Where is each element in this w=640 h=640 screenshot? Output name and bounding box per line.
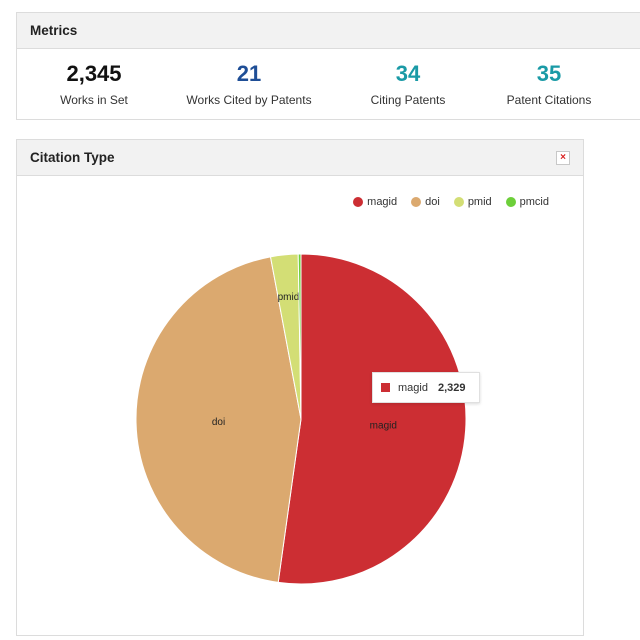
metric-patent-citations[interactable]: 35 Patent Citations — [469, 61, 629, 107]
citation-type-panel: Citation Type × magid doi pmid pmcid magid d… — [16, 139, 584, 636]
metric-value[interactable]: 34 — [328, 61, 488, 87]
metric-value[interactable]: 35 — [469, 61, 629, 87]
metric-label: Citing Patents — [328, 93, 488, 107]
metrics-title: Metrics — [30, 23, 77, 38]
metric-value: 2,345 — [14, 61, 174, 87]
tooltip-value: 2,329 — [438, 382, 466, 394]
metric-citing-patents[interactable]: 34 Citing Patents — [328, 61, 488, 107]
slice-label-pmid: pmid — [278, 292, 300, 303]
metrics-row: 2,345 Works in Set 21 Works Cited by Pat… — [17, 49, 640, 119]
pie-slice-magid[interactable] — [278, 254, 466, 584]
metrics-header: Metrics — [17, 13, 640, 49]
tooltip-swatch — [381, 383, 390, 392]
metric-value[interactable]: 21 — [169, 61, 329, 87]
metric-works-cited-by-patents[interactable]: 21 Works Cited by Patents — [169, 61, 329, 107]
metric-works-in-set: 2,345 Works in Set — [14, 61, 174, 107]
metric-label: Works in Set — [14, 93, 174, 107]
tooltip-label: magid — [398, 382, 428, 394]
metric-label: Patent Citations — [469, 93, 629, 107]
slice-label-magid: magid — [370, 421, 397, 432]
metrics-panel: Metrics 2,345 Works in Set 21 Works Cite… — [16, 12, 640, 120]
chart-tooltip: magid 2,329 — [372, 372, 480, 403]
pie-chart: magid doi pmid — [17, 140, 583, 600]
metric-label: Works Cited by Patents — [169, 93, 329, 107]
slice-label-doi: doi — [212, 417, 225, 428]
